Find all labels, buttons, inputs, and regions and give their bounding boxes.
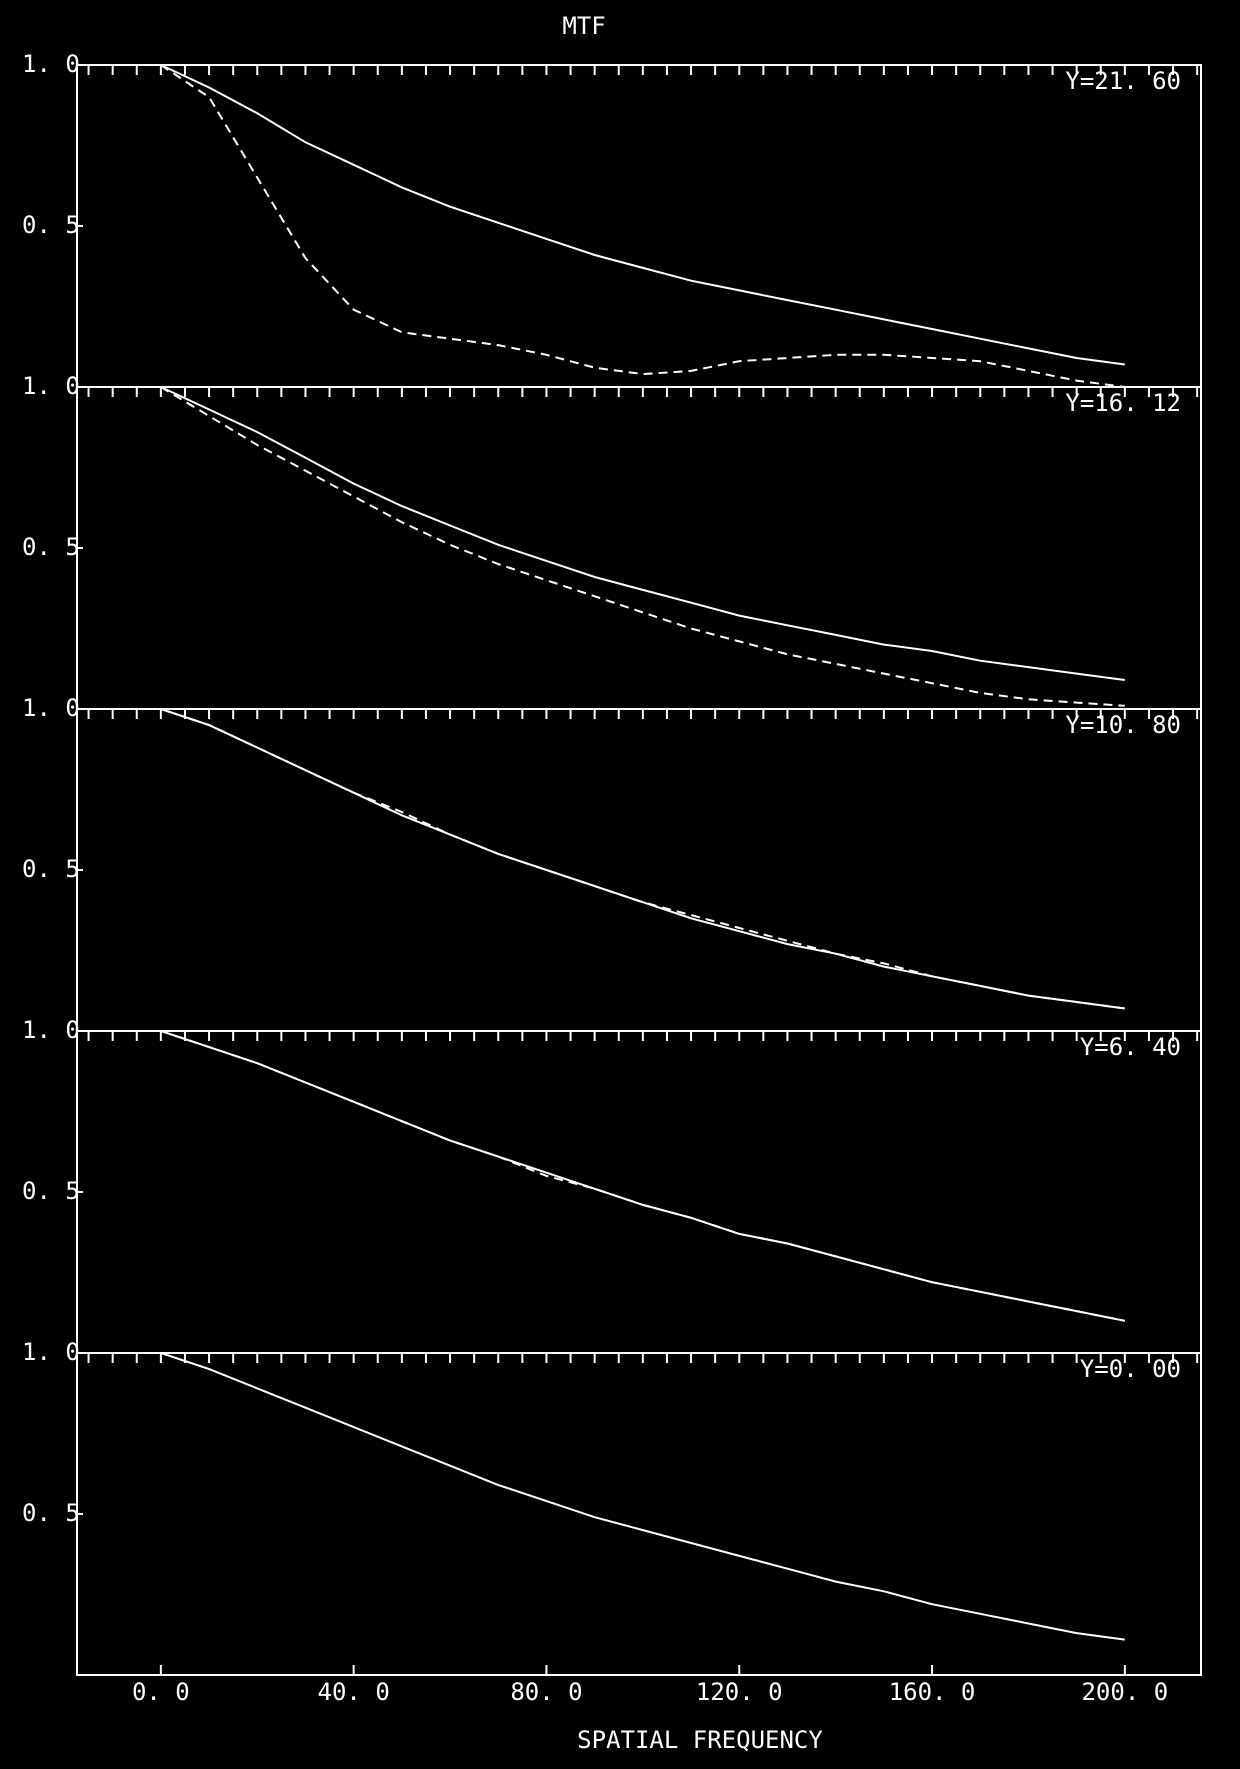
y-tick-label: 0. 5 [22,1499,80,1527]
x-axis-label: SPATIAL FREQUENCY [577,1726,823,1754]
x-tick-label: 160. 0 [889,1678,976,1706]
mtf-curve-dashed [160,708,1125,1010]
panel-annotation: Y=21. 60 [1065,67,1181,95]
panel-annotation: Y=6. 40 [1080,1033,1181,1061]
panel-frame [76,708,1202,1032]
panel-frame [76,386,1202,710]
mtf-curve [160,1030,1125,1322]
y-tick-label: 1. 0 [22,372,80,400]
y-tick-label: 0. 5 [22,533,80,561]
chart-title: MTF [562,12,605,40]
mtf-curve [160,386,1125,681]
y-tick-label: 1. 0 [22,50,80,78]
x-tick-label: 200. 0 [1081,1678,1168,1706]
x-tick-label: 40. 0 [318,1678,390,1706]
y-tick-label: 1. 0 [22,694,80,722]
y-tick-label: 1. 0 [22,1338,80,1366]
panel-annotation: Y=0. 00 [1080,1355,1181,1383]
y-tick-label: 0. 5 [22,211,80,239]
panel-frame [76,1352,1202,1676]
x-tick-label: 0. 0 [132,1678,190,1706]
y-tick-label: 0. 5 [22,1177,80,1205]
panel-annotation: Y=16. 12 [1065,389,1181,417]
panel-frame [76,64,1202,388]
y-tick-label: 1. 0 [22,1016,80,1044]
y-tick-label: 0. 5 [22,855,80,883]
mtf-curve [160,64,1125,366]
panel-frame [76,1030,1202,1354]
x-tick-label: 80. 0 [510,1678,582,1706]
mtf-curve [160,708,1125,1010]
panel-annotation: Y=10. 80 [1065,711,1181,739]
mtf-curve-dashed [160,1030,1125,1322]
x-tick-label: 120. 0 [696,1678,783,1706]
mtf-curve [160,1352,1125,1641]
mtf-curve-dashed [160,386,1125,707]
mtf-curve-dashed [160,64,1125,388]
